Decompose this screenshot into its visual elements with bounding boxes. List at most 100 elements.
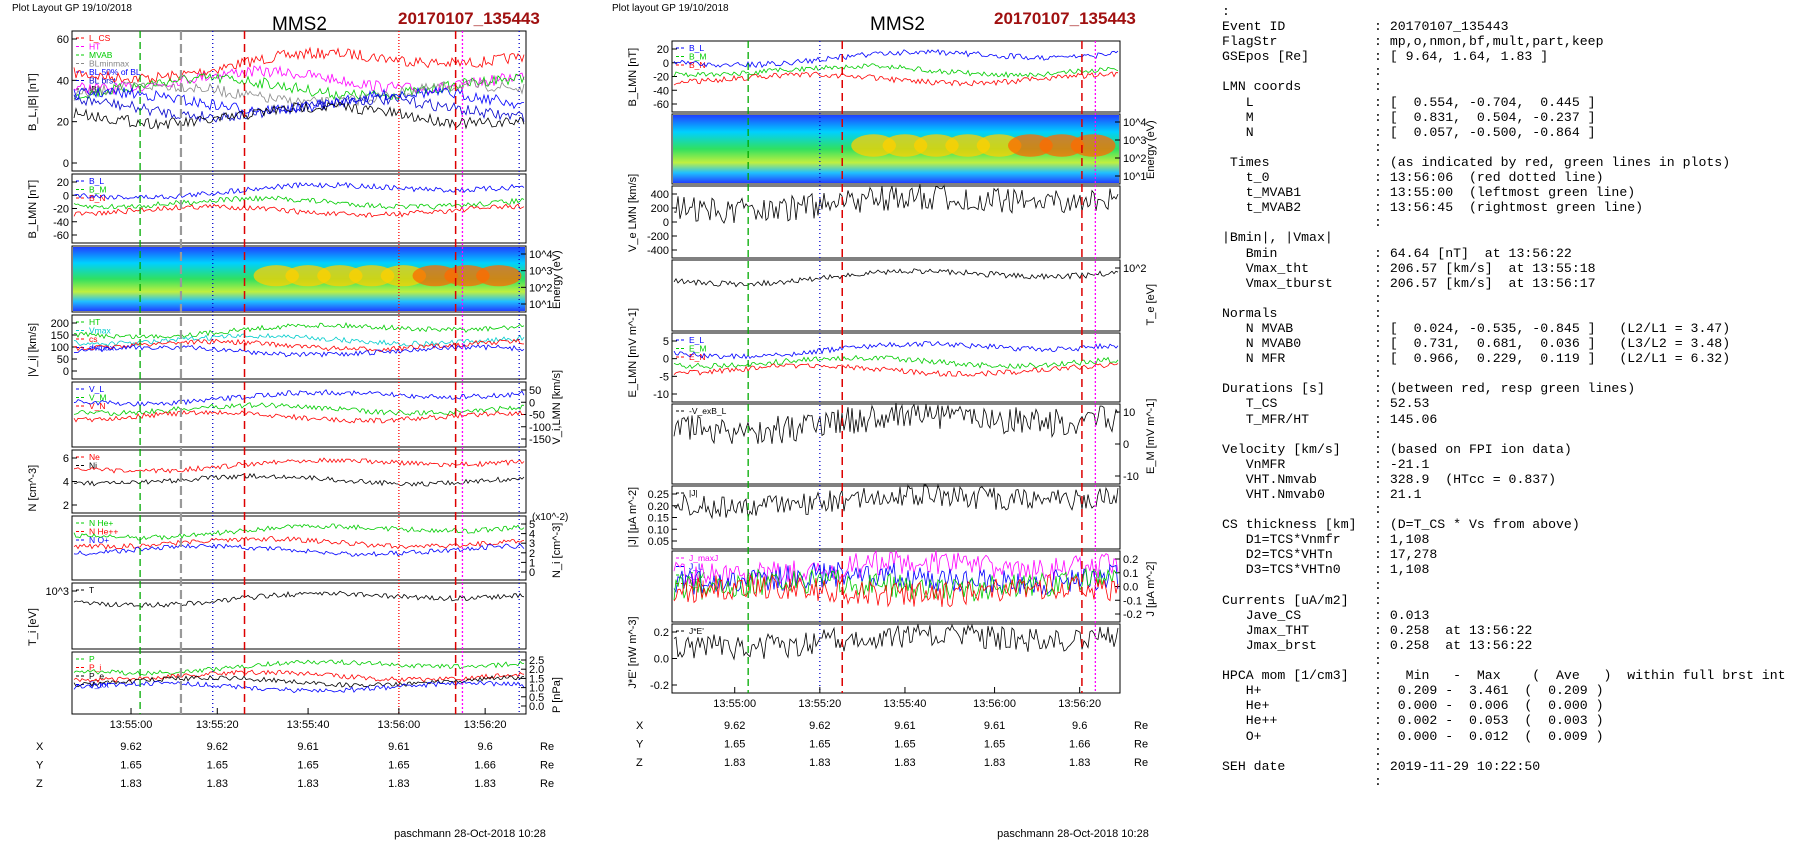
series-trace [73, 332, 525, 347]
y-tick-label: 10^2 [1123, 153, 1147, 165]
series-trace [673, 362, 1119, 377]
position-value: 1.83 [809, 757, 830, 769]
series-trace [73, 669, 525, 683]
summary-value: : [1374, 426, 1382, 442]
series-trace [673, 340, 1119, 360]
summary-value: : [ 0.966, 0.229, 0.119 ] (L2/L1 = 6.32) [1374, 351, 1731, 367]
y-tick-label: 2 [529, 548, 535, 560]
series-trace [73, 659, 525, 676]
axis-scale-note: (x10^-2) [532, 512, 568, 523]
y-tick-label: 50 [57, 354, 69, 366]
summary-line: Currents [uA/m2]: [1222, 593, 1786, 608]
y-axis-label: B_LMN [nT] [627, 48, 639, 107]
y-tick-label: -60 [653, 99, 669, 111]
summary-line: Bmin: 64.64 [nT] at 13:56:22 [1222, 246, 1786, 261]
x-tick-label: 13:55:00 [110, 719, 153, 731]
summary-value: : [1374, 79, 1382, 95]
y-tick-label: -60 [53, 230, 69, 242]
spectrogram-hotspot [253, 265, 299, 287]
y-tick-label: -20 [653, 72, 669, 84]
position-value: 1.65 [984, 739, 1005, 751]
y-tick-label: 100 [51, 342, 69, 354]
summary-value: : [1374, 139, 1382, 155]
position-value: 1.83 [984, 757, 1005, 769]
position-value: 1.65 [894, 739, 915, 751]
y-tick-label: 1 [529, 557, 535, 569]
y-tick-label: 10^4 [529, 249, 553, 261]
position-row-label: X [636, 720, 644, 732]
summary-value: : [ 0.731, 0.681, 0.036 ] (L3/L2 = 3.48) [1374, 336, 1731, 352]
y-tick-label: 0.2 [654, 627, 669, 639]
y-axis-label: B_LMN [nT] [27, 180, 39, 239]
x-tick-label: 13:55:40 [884, 698, 927, 710]
y-tick-label: 2.0 [529, 664, 544, 676]
summary-key: D1=TCS*Vnmfr [1222, 532, 1341, 548]
summary-value: : [1374, 305, 1382, 321]
spectrogram-hotspot [976, 134, 1022, 157]
summary-key: Jmax_brst [1222, 637, 1317, 653]
right_panel-panel-6: 0.250.200.150.100.05 |J| [μA m^-2] |J| [627, 483, 1121, 550]
summary-key: He+ [1222, 698, 1270, 714]
summary-value: : 64.64 [nT] at 13:56:22 [1374, 245, 1572, 261]
y-tick-label: 10^3 [529, 266, 553, 278]
summary-line: : [1222, 653, 1786, 668]
position-unit: Re [540, 778, 554, 790]
summary-key: GSEpos [Re] [1222, 49, 1310, 65]
position-row-label: Y [636, 739, 644, 751]
y-tick-label: -10 [1123, 471, 1139, 483]
panel-frame [71, 381, 527, 448]
summary-value: : 1,108 [1374, 532, 1430, 548]
position-value: 1.83 [1069, 757, 1090, 769]
right_panel-panel-5: 10 0 -10 E_M [mV m^-1] -V_exB_L [671, 399, 1157, 485]
position-value: 1.83 [120, 778, 141, 790]
left_panel-panel-8: 2.52.01.51.00.50.0 P [nPa] PP_iP_eP_tot [71, 651, 563, 715]
summary-value: : [1374, 64, 1382, 80]
summary-line: : [1222, 578, 1786, 593]
series-trace [73, 409, 525, 424]
y-axis-label: |V_i| [km/s] [27, 323, 39, 377]
legend-entry: Ni [89, 461, 97, 471]
panel-frame [71, 30, 527, 172]
position-value: 9.62 [809, 720, 830, 732]
legend-entry: dvmax [89, 343, 115, 353]
summary-value: : 0.000 - 0.006 ( 0.000 ) [1374, 698, 1604, 714]
series-trace [673, 63, 1119, 79]
position-value: 1.65 [809, 739, 830, 751]
legend-entry: cs [89, 334, 98, 344]
summary-line: : [1222, 744, 1786, 759]
y-tick-label: 150 [51, 330, 69, 342]
left_panel-panel-1: 200 -20-40-60 B_LMN [nT] B_LB_MB_N [27, 173, 527, 244]
summary-value: : [1374, 215, 1382, 231]
y-axis-label: E_LMN [mV m^-1] [627, 308, 639, 398]
y-tick-label: 0.0 [654, 654, 669, 666]
left_panel-panel-4: 500-50-100-150 V_i,LMN [km/s] V_LV_MV_N [71, 370, 563, 448]
legend-entry: J_maxJ [689, 553, 718, 563]
y-tick-label: 0 [663, 354, 669, 366]
series-trace [73, 65, 525, 96]
summary-line: : [1222, 366, 1786, 381]
summary-key: HPCA mom [1/cm3] [1222, 668, 1349, 684]
y-tick-label: 0 [663, 58, 669, 70]
position-row-label: Z [36, 778, 43, 790]
legend-entry: P_i [89, 663, 101, 673]
y-tick-label: -400 [647, 245, 669, 257]
series-trace [73, 46, 525, 84]
legend-entry: V_M [89, 393, 106, 403]
position-unit: Re [1134, 720, 1148, 732]
right_panel-panel-2: 400 200 0 -200 -400 V_e LMN [km/s] [627, 174, 1121, 259]
legend-entry: L_CS [89, 33, 111, 43]
y-tick-label: 60 [57, 34, 69, 46]
series-trace [73, 79, 525, 108]
spectrogram-hotspot [348, 265, 395, 287]
summary-key: N MVAB [1222, 320, 1294, 336]
panel-frame [71, 245, 527, 313]
legend-entry: HT [89, 317, 100, 327]
series-trace [73, 472, 525, 487]
position-value: 9.61 [297, 741, 318, 753]
position-value: 1.65 [388, 760, 409, 772]
summary-line: t_MVAB1: 13:55:00 (leftmost green line) [1222, 185, 1786, 200]
